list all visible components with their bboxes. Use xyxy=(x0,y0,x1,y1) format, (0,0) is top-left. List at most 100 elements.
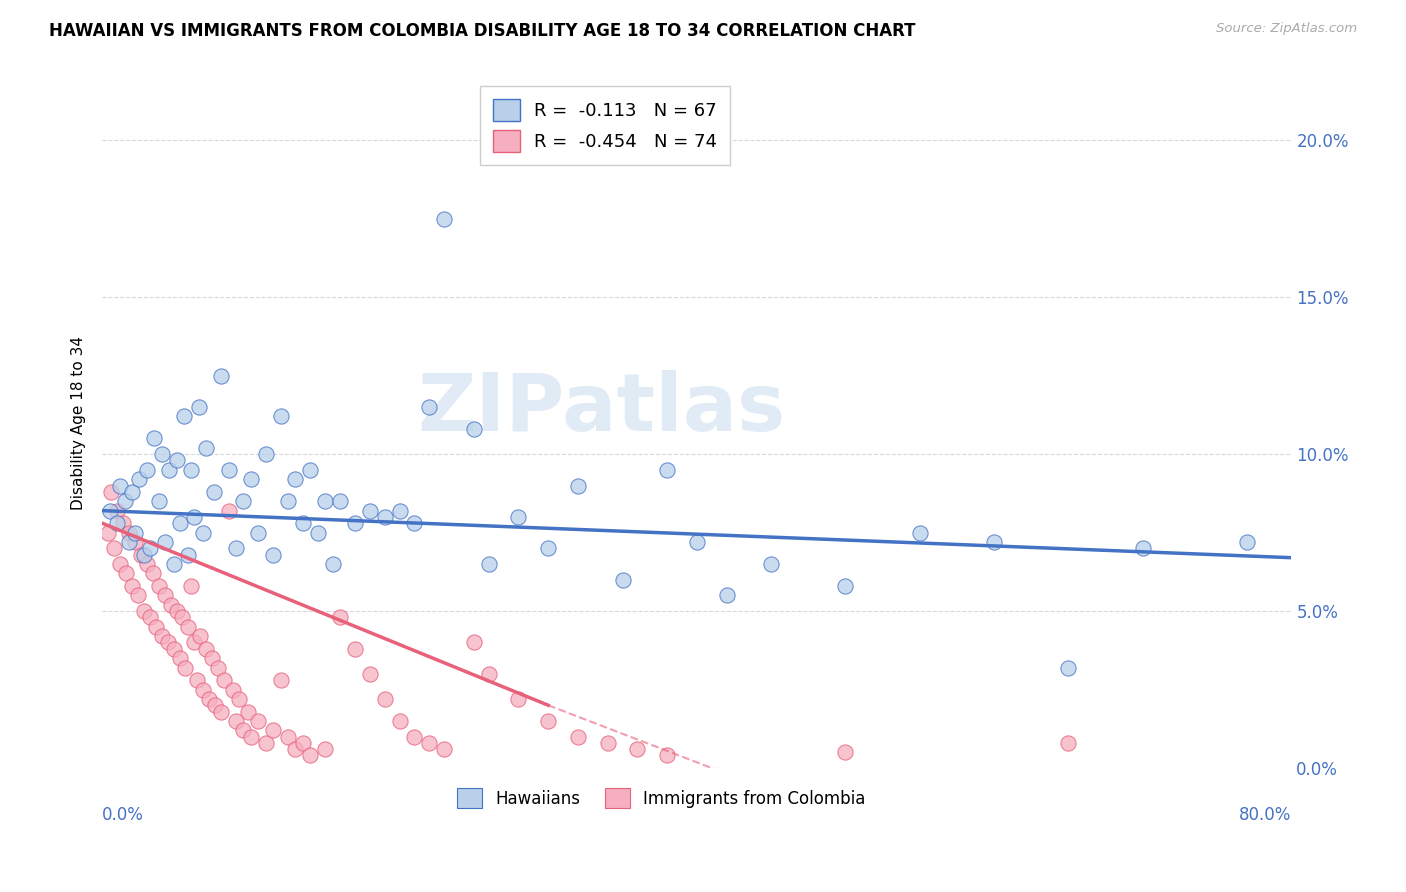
Point xyxy=(150,447,173,461)
Point xyxy=(299,463,322,477)
Point xyxy=(218,463,240,477)
Point xyxy=(97,525,120,540)
Point xyxy=(166,604,188,618)
Point xyxy=(135,463,157,477)
Point xyxy=(1236,535,1258,549)
Point xyxy=(232,494,254,508)
Point xyxy=(143,432,166,446)
Point xyxy=(388,503,411,517)
Point xyxy=(118,525,141,540)
Point xyxy=(262,548,284,562)
Point xyxy=(404,516,426,531)
Point xyxy=(142,566,165,581)
Point xyxy=(834,579,856,593)
Point xyxy=(374,509,396,524)
Point xyxy=(145,620,167,634)
Point xyxy=(153,535,176,549)
Point xyxy=(218,503,240,517)
Point xyxy=(270,409,292,424)
Point xyxy=(612,573,634,587)
Point xyxy=(222,682,245,697)
Point xyxy=(236,705,259,719)
Point xyxy=(225,714,247,728)
Point xyxy=(162,641,184,656)
Text: Source: ZipAtlas.com: Source: ZipAtlas.com xyxy=(1216,22,1357,36)
Point xyxy=(188,629,211,643)
Point xyxy=(183,509,205,524)
Point xyxy=(433,742,456,756)
Point xyxy=(121,484,143,499)
Point xyxy=(834,745,856,759)
Point xyxy=(1057,736,1080,750)
Point xyxy=(716,588,738,602)
Point xyxy=(277,494,299,508)
Point xyxy=(177,548,200,562)
Point xyxy=(209,705,232,719)
Text: 0.0%: 0.0% xyxy=(103,805,143,823)
Point xyxy=(195,641,218,656)
Point xyxy=(463,422,485,436)
Point xyxy=(686,535,709,549)
Point xyxy=(478,557,501,571)
Text: ZIPatlas: ZIPatlas xyxy=(418,370,786,448)
Point xyxy=(262,723,284,738)
Point xyxy=(254,736,277,750)
Point xyxy=(418,400,440,414)
Point xyxy=(247,525,270,540)
Point xyxy=(193,525,215,540)
Point xyxy=(478,666,501,681)
Point xyxy=(98,503,121,517)
Point xyxy=(169,516,191,531)
Point xyxy=(156,635,179,649)
Point xyxy=(111,516,134,531)
Point xyxy=(132,548,155,562)
Point xyxy=(359,503,381,517)
Point xyxy=(626,742,648,756)
Point xyxy=(186,673,208,687)
Point xyxy=(270,673,292,687)
Point xyxy=(183,635,205,649)
Point xyxy=(225,541,247,556)
Point xyxy=(193,682,215,697)
Point xyxy=(508,509,530,524)
Point xyxy=(204,698,226,713)
Point xyxy=(127,588,149,602)
Point xyxy=(118,535,141,549)
Point xyxy=(169,651,191,665)
Point xyxy=(159,598,181,612)
Point xyxy=(148,494,170,508)
Point xyxy=(157,463,180,477)
Point xyxy=(567,730,589,744)
Point xyxy=(105,516,128,531)
Point xyxy=(198,692,221,706)
Point xyxy=(139,541,162,556)
Point xyxy=(277,730,299,744)
Point xyxy=(343,641,366,656)
Point xyxy=(359,666,381,681)
Point xyxy=(162,557,184,571)
Point xyxy=(537,541,560,556)
Point xyxy=(254,447,277,461)
Point xyxy=(172,610,194,624)
Point xyxy=(201,651,224,665)
Point xyxy=(148,579,170,593)
Point xyxy=(329,494,352,508)
Point xyxy=(983,535,1005,549)
Point xyxy=(567,478,589,492)
Point xyxy=(150,629,173,643)
Point xyxy=(247,714,270,728)
Point xyxy=(291,736,314,750)
Point xyxy=(114,494,136,508)
Point xyxy=(299,748,322,763)
Point xyxy=(195,441,218,455)
Point xyxy=(508,692,530,706)
Point xyxy=(180,579,202,593)
Text: 80.0%: 80.0% xyxy=(1239,805,1292,823)
Point xyxy=(124,535,146,549)
Point xyxy=(388,714,411,728)
Point xyxy=(404,730,426,744)
Point xyxy=(166,453,188,467)
Point xyxy=(128,472,150,486)
Point xyxy=(202,484,225,499)
Point xyxy=(100,484,122,499)
